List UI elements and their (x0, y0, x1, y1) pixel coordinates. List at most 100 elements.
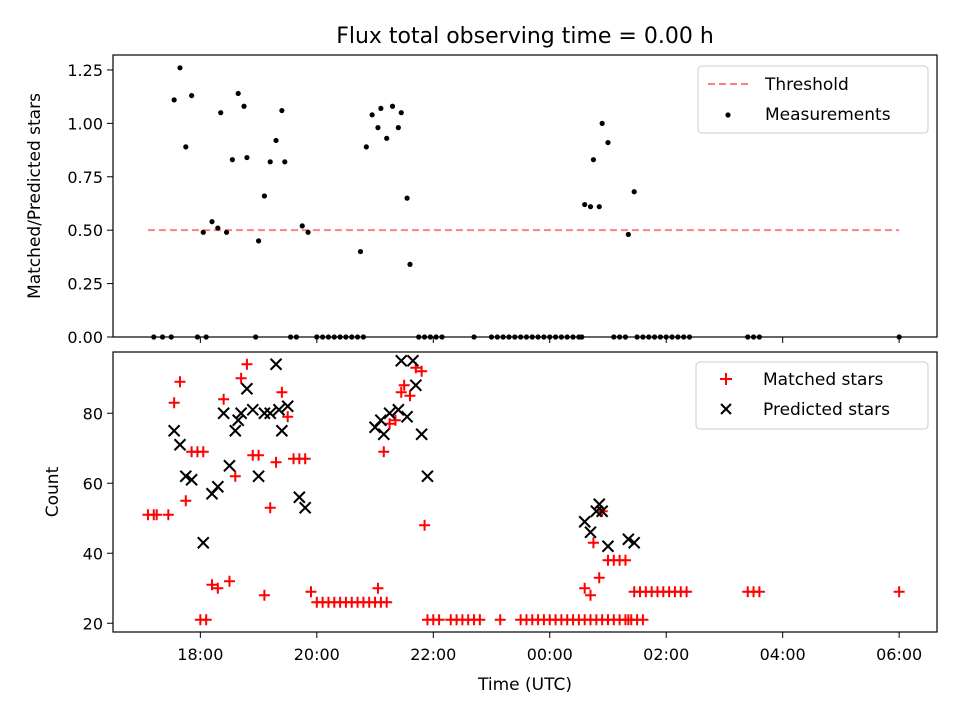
measurement-point (596, 204, 602, 210)
predicted-star-point (197, 536, 210, 549)
predicted-star-stroke (595, 505, 609, 518)
matched-star-point (151, 509, 163, 521)
predicted-star-point (590, 505, 603, 518)
matched-star-point (419, 519, 431, 531)
predicted-star-point (185, 473, 198, 486)
measurement-point (369, 112, 375, 118)
predicted-star-stroke (264, 407, 277, 420)
predicted-star-stroke (395, 354, 408, 367)
predicted-star-point (246, 403, 259, 416)
matched-star-point (378, 446, 390, 458)
bottom-y-tick-label: 80 (83, 404, 103, 423)
top-y-tick-label: 0.25 (67, 275, 103, 294)
matched-star-point (197, 446, 209, 458)
predicted-star-stroke (231, 414, 245, 427)
predicted-star-point (167, 424, 181, 437)
predicted-star-stroke (234, 407, 248, 420)
matched-star-point (579, 582, 591, 594)
predicted-star-stroke (421, 470, 434, 483)
predicted-star-stroke (392, 403, 405, 416)
predicted-star-point (231, 414, 245, 427)
measurement-point (407, 261, 413, 267)
predicted-star-stroke (269, 358, 283, 371)
matched-star-point (384, 418, 396, 430)
measurement-point (404, 195, 410, 201)
legend-predicted-label: Predicted stars (763, 400, 890, 420)
predicted-star-stroke (400, 410, 414, 423)
predicted-star-stroke (383, 407, 396, 420)
bottom-legend: Matched stars Predicted stars (695, 361, 929, 430)
matched-star-point (200, 614, 212, 626)
predicted-star-stroke (246, 403, 259, 416)
predicted-star-point (229, 424, 242, 437)
measurement-point (384, 135, 390, 141)
matched-star-point (395, 386, 407, 398)
predicted-star-stroke (223, 459, 236, 472)
matched-star-point (593, 572, 605, 584)
legend-measurements-swatch (725, 112, 731, 118)
matched-star-point (258, 589, 270, 601)
predicted-star-point (179, 470, 192, 483)
predicted-star-point (578, 515, 591, 528)
predicted-star-point (400, 410, 414, 423)
measurement-point (605, 139, 611, 146)
predicted-star-point (293, 491, 306, 504)
predicted-star-point (377, 428, 390, 441)
predicted-star-point (392, 403, 405, 416)
matched-star-point (433, 614, 445, 626)
measurement-point (261, 193, 268, 199)
measurement-point (189, 92, 195, 99)
predicted-star-point (234, 407, 248, 420)
measurement-point (631, 189, 637, 195)
top-panel-title: Flux total observing time = 0.00 h (336, 24, 714, 49)
legend-threshold-label: Threshold (764, 75, 849, 95)
matched-star-point (681, 586, 693, 598)
bottom-plot-area: 20 40 60 80 18:00 20:00 22:00 00:00 02:00 04:00 06… (83, 354, 922, 664)
predicted-star-point (622, 533, 635, 546)
matched-star-point (253, 449, 265, 461)
predicted-star-point (415, 428, 428, 441)
measurement-point (215, 225, 221, 231)
predicted-star-point (593, 498, 606, 511)
predicted-star-point (595, 505, 609, 518)
predicted-star-stroke (275, 424, 289, 437)
predicted-star-stroke (197, 536, 210, 549)
predicted-star-point (395, 354, 408, 367)
predicted-star-point (421, 470, 434, 483)
bottom-legend-frame (695, 361, 929, 430)
predicted-star-point (275, 424, 289, 437)
predicted-star-stroke (185, 473, 198, 486)
legend-matched-swatch (720, 373, 732, 385)
matched-star-point (212, 582, 224, 594)
legend-measurements-label: Measurements (765, 105, 891, 125)
bottom-y-axis-label: Count (43, 466, 63, 517)
measurement-point (171, 97, 177, 103)
bottom-x-tick-label: 18:00 (177, 645, 223, 664)
measurement-point (273, 137, 279, 144)
bottom-y-tick-label: 40 (83, 544, 103, 563)
predicted-star-point (252, 470, 265, 483)
predicted-star-stroke (627, 536, 641, 549)
predicted-star-point (406, 354, 420, 367)
predicted-star-stroke (281, 400, 294, 413)
predicted-star-point (173, 438, 187, 451)
matched-star-point (474, 614, 486, 626)
legend-matched-label: Matched stars (763, 370, 883, 390)
bottom-x-tick-label: 04:00 (760, 645, 806, 664)
predicted-star-point (601, 540, 615, 553)
predicted-star-point (223, 459, 236, 472)
measurement-point (590, 157, 597, 163)
measurement-point (209, 219, 215, 225)
measurement-point (200, 229, 206, 235)
top-y-tick-label: 0.75 (67, 168, 103, 187)
top-y-tick-label: 1.00 (67, 114, 103, 133)
predicted-star-point (374, 414, 388, 427)
measurement-point (378, 105, 384, 112)
measurement-point (177, 65, 183, 71)
predicted-star-stroke (272, 403, 286, 416)
top-legend: Threshold Measurements (697, 65, 929, 134)
measurement-point (375, 125, 381, 131)
matched-star-point (637, 614, 649, 626)
bottom-x-tick-label: 06:00 (876, 645, 922, 664)
matched-star-point (398, 379, 410, 391)
